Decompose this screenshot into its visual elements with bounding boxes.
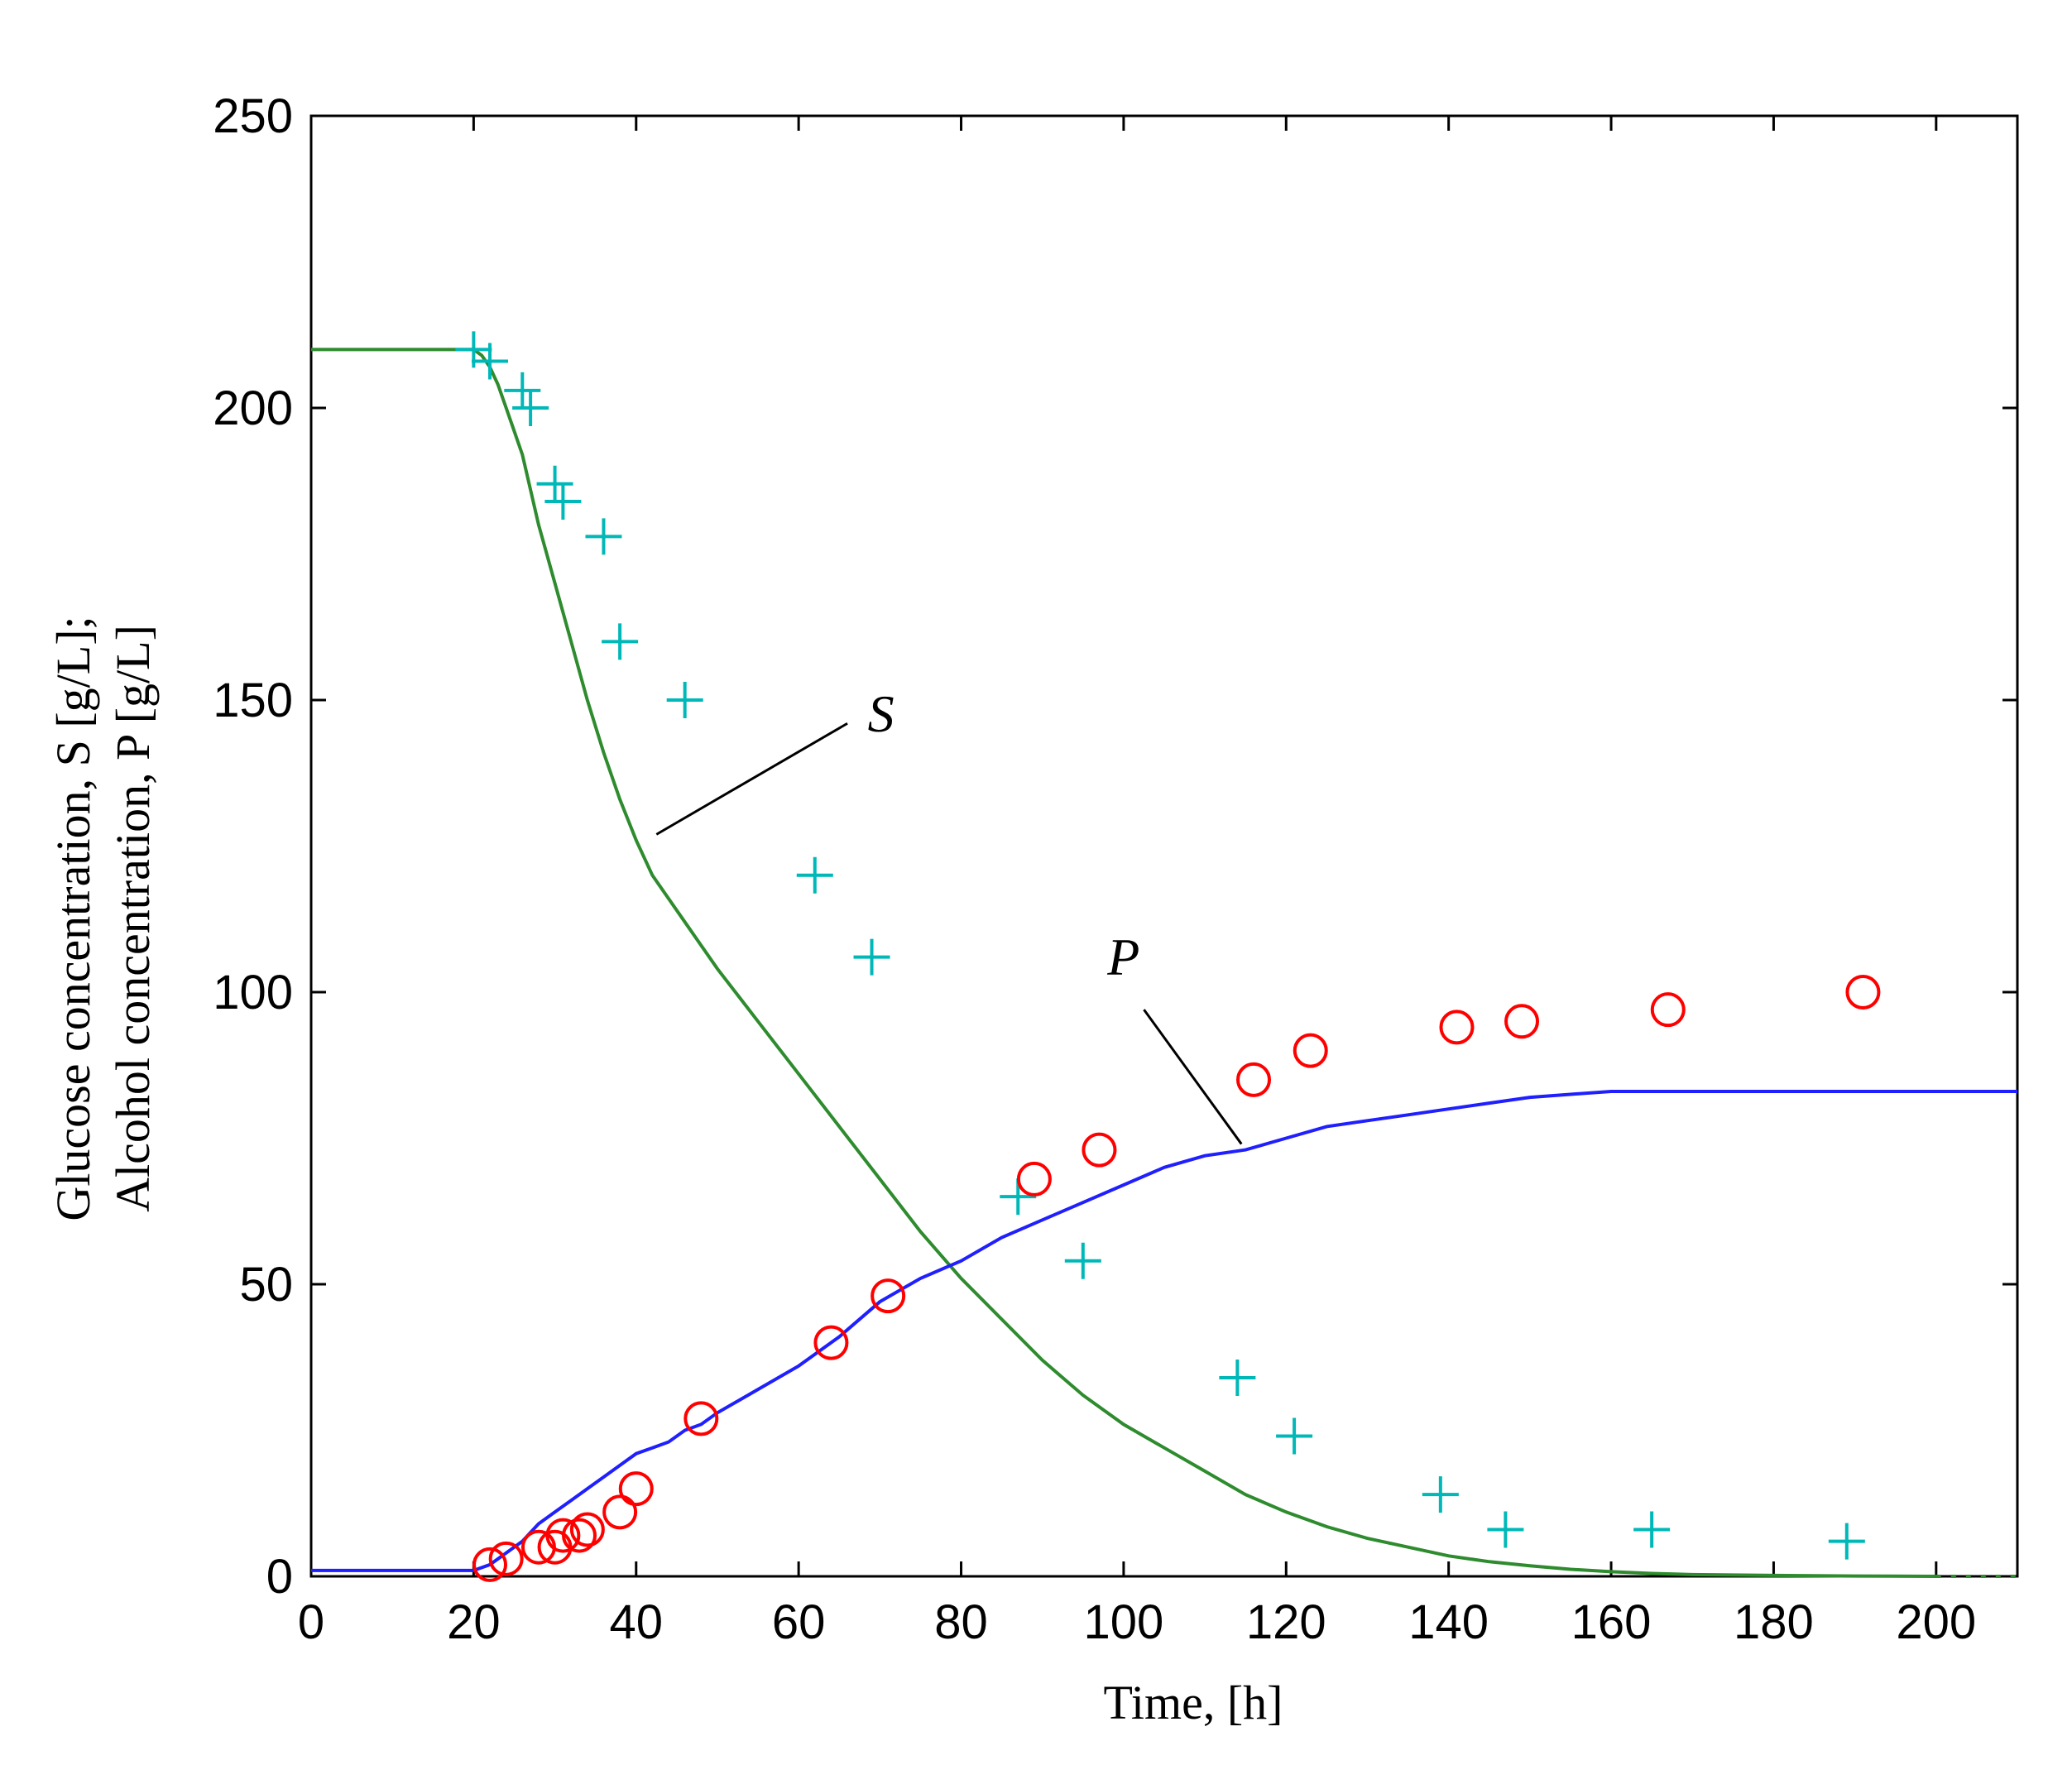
x-tick-label: 80 <box>934 1595 988 1649</box>
plot-frame <box>309 114 2019 1578</box>
data-point-S_data <box>512 390 549 426</box>
x-tick-label: 140 <box>1408 1595 1489 1649</box>
x-tick-label: 160 <box>1571 1595 1652 1649</box>
data-point-S_data <box>544 482 582 520</box>
data-point-P_data <box>1650 992 1686 1028</box>
x-tick-label: 100 <box>1084 1595 1164 1649</box>
annotation-s-label: S <box>868 684 895 743</box>
data-point-P_data <box>488 1541 524 1576</box>
data-point-P_data <box>1845 975 1881 1010</box>
data-point-P_data <box>1293 1033 1328 1068</box>
data-point-P_data <box>683 1401 719 1436</box>
data-point-S_data <box>585 518 622 555</box>
y-tick-label: 0 <box>266 1550 293 1604</box>
data-point-S_data <box>1633 1511 1671 1548</box>
y-tick-label: 250 <box>213 89 293 143</box>
series-layer <box>311 348 2017 1578</box>
data-point-S_data <box>1487 1511 1524 1548</box>
y-axis-label-line2: Alcohol concentration, P [g/L] <box>106 625 160 1212</box>
tick-labels: 0 20 40 60 80 100 120 140 160 180 200 0 50 100 150 200 2… <box>213 89 1976 1649</box>
data-point-S_data <box>504 372 541 409</box>
data-point-P_data <box>813 1325 849 1360</box>
data-point-P_data <box>472 1547 508 1582</box>
y-tick-label: 200 <box>213 381 293 435</box>
data-point-S_data <box>666 682 703 718</box>
x-tick-label: 20 <box>447 1595 501 1649</box>
x-tick-label: 0 <box>298 1595 324 1649</box>
x-tick-label: 200 <box>1896 1595 1976 1649</box>
data-point-S_data <box>1219 1359 1256 1396</box>
annotation-p-label: P <box>1106 928 1139 986</box>
plot-area-border <box>309 114 2019 1578</box>
annotation-s-leader <box>655 722 848 836</box>
data-point-P_data <box>1439 1010 1475 1045</box>
data-point-S_data <box>1828 1523 1865 1560</box>
x-tick-label: 180 <box>1734 1595 1814 1649</box>
data-point-S_data <box>1276 1417 1313 1455</box>
y-axis-label-line1: Glucose concentration, S [g/L]; <box>46 616 100 1221</box>
data-point-P_data <box>602 1494 638 1530</box>
marker-layer <box>455 331 1881 1582</box>
data-point-P_data <box>1504 1004 1540 1039</box>
data-point-P_data <box>562 1518 597 1553</box>
data-point-S_data <box>536 465 573 502</box>
data-point-S_data <box>1064 1242 1101 1279</box>
data-point-S_data <box>472 343 509 380</box>
y-tick-label: 150 <box>213 674 293 727</box>
x-tick-label: 60 <box>772 1595 826 1649</box>
data-point-S_data <box>853 938 890 976</box>
x-tick-label: 40 <box>610 1595 664 1649</box>
annotation-p-leader <box>1143 1009 1243 1145</box>
data-point-S_data <box>602 623 639 660</box>
y-tick-label: 100 <box>213 966 293 1019</box>
axis-ticks <box>309 114 2017 1578</box>
data-point-S_data <box>1422 1476 1459 1513</box>
data-point-P_data <box>1236 1062 1272 1097</box>
series-line-P <box>311 1090 2017 1572</box>
annotation-layer: S P <box>655 684 1243 1145</box>
data-point-P_data <box>1016 1161 1052 1197</box>
x-tick-label: 120 <box>1246 1595 1326 1649</box>
y-tick-label: 50 <box>239 1258 293 1312</box>
series-line-S <box>311 348 1936 1578</box>
data-point-P_data <box>569 1512 605 1547</box>
data-point-P_data <box>871 1278 906 1314</box>
data-point-P_data <box>545 1518 581 1553</box>
data-point-P_data <box>618 1471 654 1507</box>
x-axis-label: Time, [h] <box>1104 1676 1283 1729</box>
data-point-S_data <box>796 856 833 894</box>
data-point-P_data <box>1082 1132 1117 1168</box>
